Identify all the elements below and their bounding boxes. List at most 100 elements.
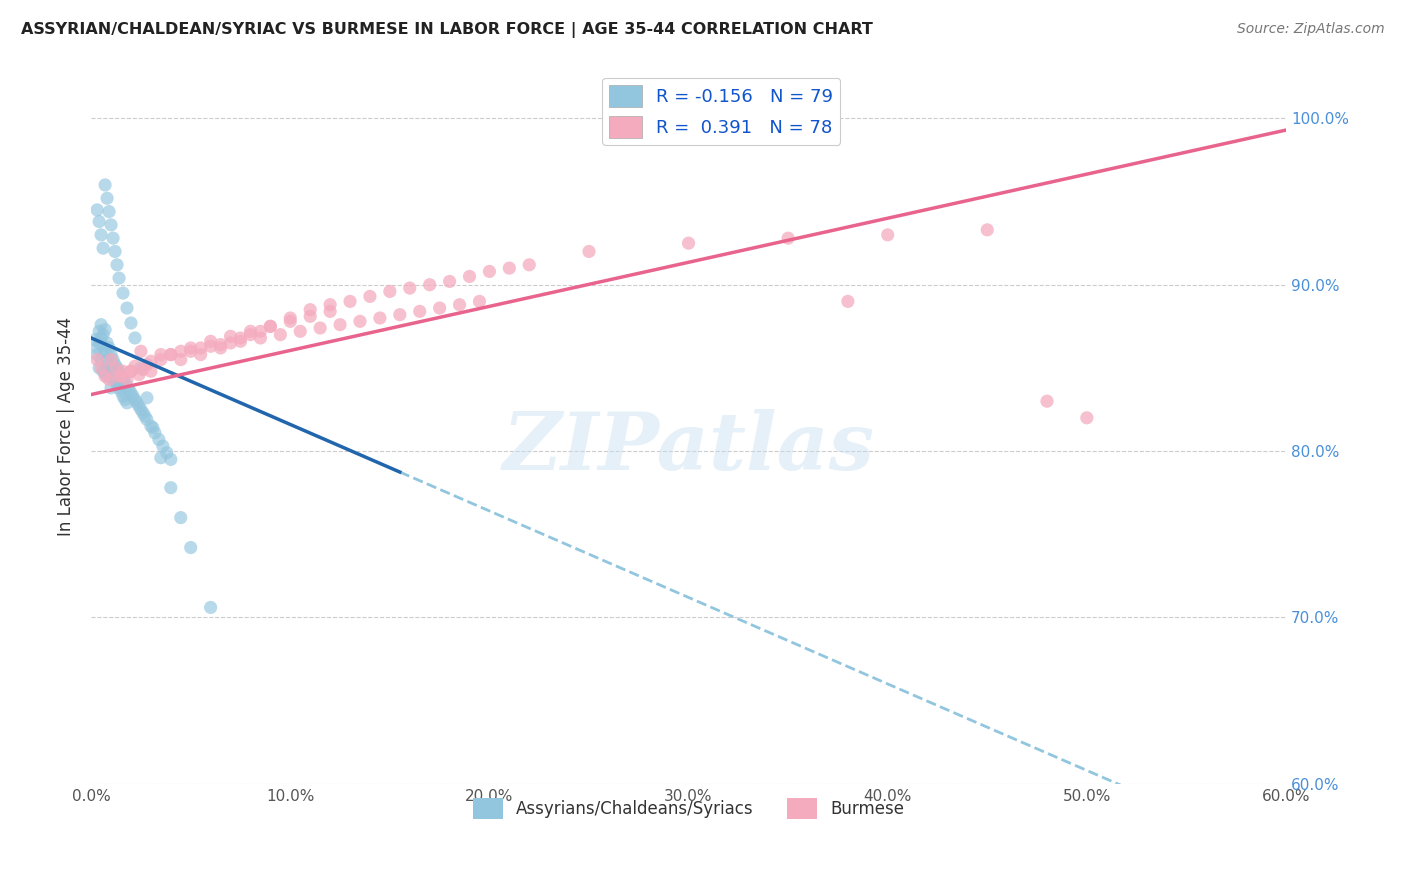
- Point: [105, 360, 128, 375]
- Point: [124, 392, 146, 407]
- Point: [378, 285, 401, 299]
- Point: [91, 241, 114, 255]
- Point: [388, 308, 411, 322]
- Point: [209, 341, 232, 355]
- Point: [91, 364, 114, 378]
- Point: [100, 348, 122, 362]
- Point: [91, 327, 114, 342]
- Point: [91, 339, 114, 353]
- Point: [94, 344, 117, 359]
- Point: [94, 366, 117, 380]
- Point: [90, 318, 112, 332]
- Point: [170, 352, 193, 367]
- Point: [96, 369, 118, 384]
- Point: [111, 389, 134, 403]
- Point: [90, 352, 112, 367]
- Point: [517, 258, 540, 272]
- Point: [200, 334, 222, 349]
- Point: [1076, 410, 1098, 425]
- Point: [135, 358, 157, 372]
- Point: [129, 402, 152, 417]
- Point: [398, 281, 420, 295]
- Point: [139, 354, 162, 368]
- Point: [105, 377, 128, 392]
- Point: [143, 425, 166, 440]
- Point: [132, 362, 155, 376]
- Point: [778, 231, 800, 245]
- Point: [142, 421, 165, 435]
- Point: [84, 333, 107, 347]
- Point: [104, 360, 127, 375]
- Point: [349, 314, 371, 328]
- Point: [94, 178, 117, 192]
- Point: [200, 600, 222, 615]
- Point: [219, 335, 242, 350]
- Point: [94, 323, 117, 337]
- Point: [98, 373, 121, 387]
- Point: [100, 381, 122, 395]
- Point: [129, 360, 152, 375]
- Point: [114, 392, 136, 407]
- Point: [115, 301, 138, 315]
- Point: [101, 369, 124, 384]
- Point: [339, 294, 361, 309]
- Point: [124, 331, 146, 345]
- Point: [152, 439, 174, 453]
- Point: [108, 381, 131, 395]
- Point: [148, 433, 170, 447]
- Point: [90, 331, 112, 345]
- Point: [96, 352, 118, 367]
- Point: [239, 324, 262, 338]
- Point: [359, 289, 381, 303]
- Point: [837, 294, 859, 309]
- Point: [129, 344, 152, 359]
- Point: [110, 369, 132, 384]
- Point: [115, 379, 138, 393]
- Point: [115, 396, 138, 410]
- Point: [118, 383, 141, 397]
- Point: [115, 373, 138, 387]
- Point: [111, 286, 134, 301]
- Point: [180, 344, 202, 359]
- Point: [278, 311, 301, 326]
- Point: [104, 358, 127, 372]
- Point: [87, 214, 110, 228]
- Point: [190, 341, 212, 355]
- Point: [180, 341, 202, 355]
- Point: [120, 364, 142, 378]
- Point: [120, 385, 142, 400]
- Point: [439, 274, 461, 288]
- Point: [86, 348, 108, 362]
- Point: [87, 324, 110, 338]
- Point: [87, 360, 110, 375]
- Text: ZIPatlas: ZIPatlas: [502, 409, 875, 486]
- Point: [86, 202, 108, 217]
- Text: ASSYRIAN/CHALDEAN/SYRIAC VS BURMESE IN LABOR FORCE | AGE 35-44 CORRELATION CHART: ASSYRIAN/CHALDEAN/SYRIAC VS BURMESE IN L…: [21, 22, 873, 38]
- Point: [478, 264, 501, 278]
- Point: [104, 244, 127, 259]
- Point: [309, 321, 332, 335]
- Point: [128, 368, 150, 382]
- Point: [249, 324, 271, 338]
- Point: [135, 412, 157, 426]
- Point: [96, 191, 118, 205]
- Point: [419, 277, 441, 292]
- Point: [90, 227, 112, 242]
- Point: [98, 360, 121, 375]
- Point: [259, 319, 281, 334]
- Point: [458, 269, 481, 284]
- Point: [190, 348, 212, 362]
- Point: [100, 352, 122, 367]
- Point: [108, 369, 131, 384]
- Point: [90, 360, 112, 375]
- Point: [122, 389, 145, 403]
- Point: [159, 452, 181, 467]
- Point: [101, 231, 124, 245]
- Point: [259, 319, 281, 334]
- Point: [104, 374, 127, 388]
- Point: [170, 510, 193, 524]
- Point: [128, 399, 150, 413]
- Point: [139, 419, 162, 434]
- Point: [159, 348, 181, 362]
- Point: [180, 541, 202, 555]
